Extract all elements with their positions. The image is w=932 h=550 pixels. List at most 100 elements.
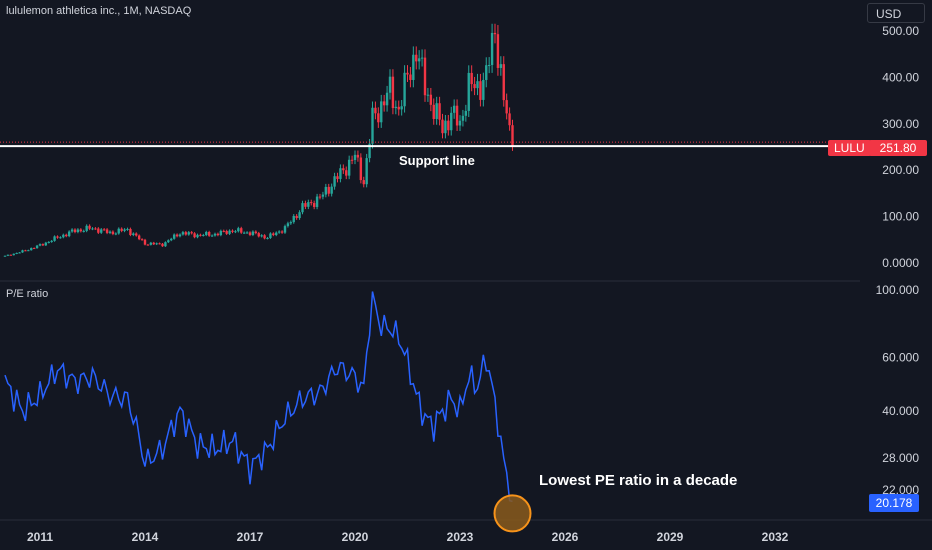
candle-body [272,233,275,236]
candle-body [412,54,415,80]
candle-body [137,235,141,240]
candle-body [467,72,470,111]
candle-body [485,65,488,80]
candle-body [432,104,435,119]
last-pe-badge: 20.178 [869,494,919,512]
pe-axis-tick-label: 100.000 [876,283,920,297]
candle-body [359,157,363,181]
candle-body [415,54,418,62]
pe-axis-tick-label: 40.000 [882,404,919,418]
candle-body [461,115,465,121]
candle-body [187,232,190,235]
candle-body [482,79,485,100]
candle-body [30,248,33,251]
candle-body [111,231,115,235]
candle-body [76,229,80,233]
candle-body [307,202,310,207]
pe-ratio-legend[interactable]: P/E ratio [6,288,49,300]
candle-body [237,228,240,232]
candle-body [21,250,24,253]
candle-body [438,103,441,120]
last-price-badge: 251.80 [869,140,927,156]
candle-body [210,235,214,237]
candle-body [458,120,462,126]
candle-body [245,232,249,234]
candle-body [368,143,371,159]
candle-body [50,240,53,242]
candle-body [114,233,118,235]
candle-body [400,106,403,110]
candle-body [508,113,511,126]
candle-body [248,232,252,235]
candle-body [277,231,281,233]
candle-body [324,186,328,195]
candle-body [377,113,380,123]
candle-body [342,168,345,171]
candle-body [6,254,10,256]
candle-body [310,202,313,204]
ticker-badge: LULU [828,140,871,156]
candle-body [345,170,348,176]
candle-body [409,74,412,80]
candle-body [12,253,15,256]
candle-body [444,120,447,134]
candle-body [67,231,71,237]
candle-body [493,32,497,35]
candle-body [181,232,185,235]
candle-body [447,120,450,131]
candle-body [441,119,444,134]
price-axis-tick-label: 300.00 [882,117,919,131]
candle-body [487,64,491,66]
candle-body [257,233,260,237]
price-axis-tick-label: 0.0000 [882,256,919,270]
candle-body [380,101,383,123]
pe-axis-tick-label: 60.000 [882,350,919,364]
candle-body [251,231,255,235]
candle-body [356,154,360,158]
candle-body [242,232,246,234]
candle-body [269,233,272,238]
symbol-title[interactable]: lululemon athletica inc., 1M, NASDAQ [6,5,192,17]
candle-body [435,103,438,119]
candle-body [143,239,147,245]
candle-body [426,94,430,96]
candle-body [231,230,234,232]
time-axis-tick-label: 2020 [342,530,369,544]
candle-body [56,236,59,238]
candle-body [452,105,456,113]
time-axis-tick-label: 2029 [657,530,684,544]
candle-body [254,231,258,234]
candle-body [91,228,94,230]
candle-body [196,234,199,238]
candle-body [94,228,97,230]
candle-body [295,215,298,219]
candle-body [406,72,409,75]
candle-body [350,159,354,161]
lowest-pe-annotation: Lowest PE ratio in a decade [539,472,738,489]
candle-body [161,243,164,247]
candle-body [65,234,68,237]
candle-body [403,72,406,107]
grid-layer [0,280,932,521]
candle-body [353,154,357,161]
candle-body [394,106,398,109]
candle-body [266,237,269,239]
candle-body [158,243,161,245]
time-axis-tick-label: 2017 [237,530,264,544]
candle-body [149,242,153,245]
candle-body [41,244,45,246]
currency-selector[interactable]: USD [867,3,925,23]
pe-layer [4,291,513,503]
time-axis-tick-label: 2011 [27,530,53,544]
price-axis-tick-label: 200.00 [882,163,919,177]
candle-body [397,106,400,110]
candle-body [105,229,109,233]
candle-body [190,232,193,234]
candle-body [382,101,386,106]
candle-body [339,168,342,179]
candle-body [27,250,30,252]
candle-body [24,250,27,252]
candle-body [129,228,132,235]
